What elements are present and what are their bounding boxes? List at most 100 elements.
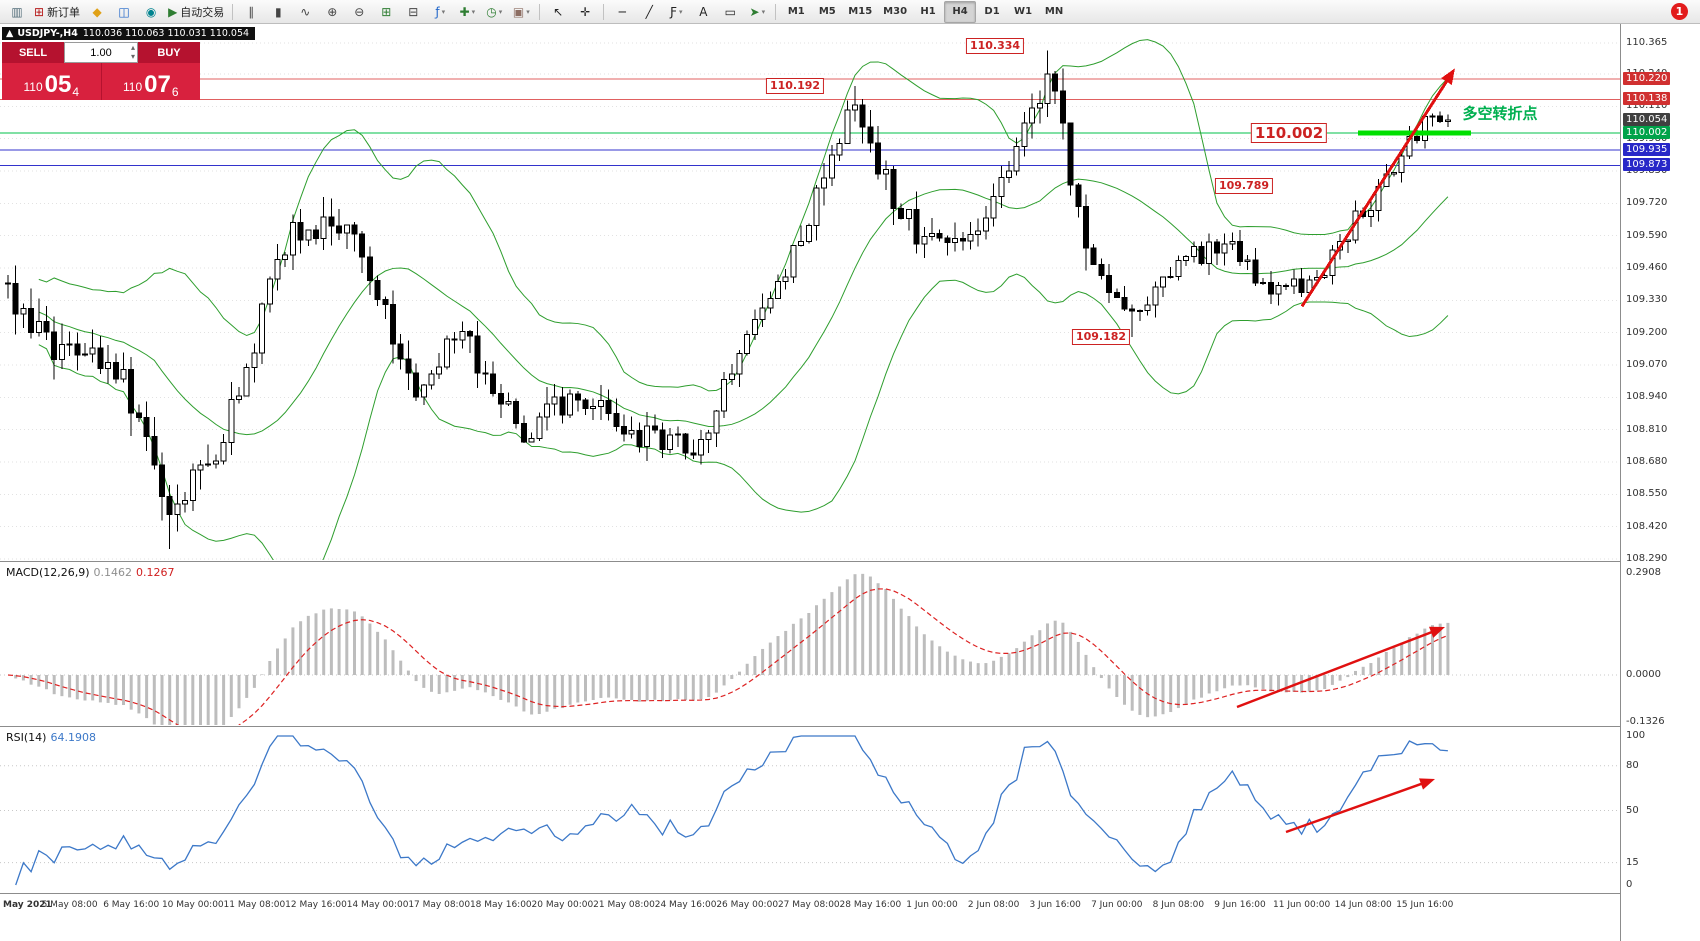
tf-h1[interactable]: H1 — [920, 6, 936, 17]
panel-separator[interactable] — [0, 561, 1700, 562]
market-watch-icon-glyph: ◫ — [118, 4, 130, 19]
date-tick: 26 May 00:00 — [716, 900, 779, 910]
sell-price[interactable]: 110 05 4 — [2, 63, 101, 100]
toolbar: ▥ ⊞ 新订单 ◆ ◫ ◉ ▶ 自动交易 ∥ ▮ ∿ ⊕ ⊖ ⊞ ⊟ ƒ ▾ ✚ ▾ ◷ ▾ ▣ ▾ ↖ ✛ ─ ╱ Ƒ ▾ A ▭ ➤ ▾ M1… — [0, 0, 1700, 24]
buy-price[interactable]: 110 07 6 — [100, 63, 201, 100]
tf-m1[interactable]: M1 — [787, 6, 805, 17]
add-indicator-icon-glyph: ✚ — [459, 4, 470, 19]
date-tick: 14 Jun 08:00 — [1334, 900, 1392, 910]
line-chart-icon-glyph: ∿ — [300, 4, 311, 19]
toolbar-separator — [603, 3, 605, 20]
templates-icon[interactable]: ▣ ▾ — [508, 2, 534, 22]
sell-price-big: 05 — [44, 71, 72, 98]
periods-icon[interactable]: ◷ ▾ — [481, 2, 507, 22]
toolbar-separator — [539, 3, 541, 20]
rsi-value: 64.1908 — [50, 731, 96, 744]
macd-plot[interactable] — [0, 563, 1620, 725]
buy-button[interactable]: BUY — [138, 42, 200, 63]
price-tick: 108.940 — [1626, 391, 1668, 403]
tf-h4[interactable]: H4 — [944, 0, 977, 23]
add-indicator-icon[interactable]: ✚ ▾ — [454, 2, 480, 22]
date-tick: 12 May 16:00 — [285, 900, 347, 910]
zoom-out-icon[interactable]: ⊖ — [346, 2, 372, 22]
date-tick: 2 Jun 08:00 — [967, 900, 1020, 910]
sell-button[interactable]: SELL — [2, 42, 64, 63]
tf-m15[interactable]: M15 — [848, 6, 873, 17]
main-chart-plot[interactable] — [0, 24, 1620, 560]
shapes-icon[interactable]: ➤ ▾ — [744, 2, 770, 22]
crosshair-icon-glyph: ✛ — [580, 4, 591, 19]
buy-price-prefix: 110 — [122, 80, 143, 94]
price-tick: 108.550 — [1626, 488, 1668, 500]
periods-icon-glyph: ◷ — [486, 4, 497, 19]
zoom-in-icon[interactable]: ⊕ — [319, 2, 345, 22]
rsi-label: RSI(14) 64.1908 — [6, 731, 96, 744]
price-tick: 109.590 — [1626, 229, 1668, 241]
date-tick: 24 May 16:00 — [654, 900, 717, 910]
new-order-glyph: ⊞ — [34, 4, 45, 19]
bar-chart-icon[interactable]: ∥ — [238, 2, 264, 22]
caret-down-icon: ▾ — [761, 7, 766, 16]
cascade-windows-icon[interactable]: ⊟ — [400, 2, 426, 22]
panel-separator[interactable] — [0, 726, 1700, 727]
cursor-icon[interactable]: ↖ — [545, 2, 571, 22]
profiles-icon[interactable]: ◆ — [84, 2, 110, 22]
price-axis[interactable]: 110.365110.240110.110109.980109.850109.7… — [1620, 24, 1700, 941]
date-tick: 10 May 00:00 — [161, 900, 224, 910]
date-tick: 27 May 08:00 — [777, 900, 840, 910]
community-icon[interactable]: ◉ — [138, 2, 164, 22]
caret-down-icon: ▾ — [471, 7, 476, 16]
line-chart-icon[interactable]: ∿ — [292, 2, 318, 22]
chart-window-icon-glyph: ▥ — [11, 4, 23, 19]
price-tick: 109.330 — [1626, 294, 1668, 306]
date-tick: 11 May 08:00 — [223, 900, 286, 910]
market-watch-icon[interactable]: ◫ — [111, 2, 137, 22]
candlestick-chart-icon-glyph: ▮ — [274, 4, 282, 19]
price-badge: 109.935 — [1623, 142, 1671, 156]
cascade-windows-icon-glyph: ⊟ — [408, 4, 419, 19]
tf-mn[interactable]: MN — [1044, 6, 1064, 17]
tf-m5[interactable]: M5 — [818, 6, 836, 17]
indicators-list-icon[interactable]: ƒ ▾ — [427, 2, 453, 22]
tile-windows-icon[interactable]: ⊞ — [373, 2, 399, 22]
tf-w1[interactable]: W1 — [1014, 6, 1033, 17]
candlestick-chart-icon[interactable]: ▮ — [265, 2, 291, 22]
price-tick: 108.680 — [1626, 455, 1668, 467]
community-icon-glyph: ◉ — [145, 4, 157, 19]
collapse-arrow-icon[interactable]: ▲ — [6, 28, 14, 39]
text-icon-glyph: A — [699, 4, 708, 19]
text-icon[interactable]: A — [690, 2, 716, 22]
crosshair-icon[interactable]: ✛ — [572, 2, 598, 22]
chart-title: ▲ USDJPY-,H4 110.036 110.063 110.031 110.0… — [2, 27, 256, 40]
date-tick: 18 May 16:00 — [469, 900, 532, 910]
tf-m30[interactable]: M30 — [883, 6, 908, 17]
time-axis[interactable]: May 2021 5 May 08:00 6 May 16:00 10 May 00:… — [0, 895, 1620, 918]
panel-separator[interactable] — [0, 893, 1700, 894]
fibonacci-icon[interactable]: Ƒ ▾ — [663, 2, 689, 22]
volume-up-icon[interactable]: ▴ — [130, 43, 135, 52]
volume-input[interactable]: 1.00 ▴ ▾ — [64, 42, 138, 63]
macd-label: MACD(12,26,9) 0.1462 0.1267 — [6, 566, 175, 579]
label-icon[interactable]: ▭ — [717, 2, 743, 22]
buy-price-sup: 6 — [171, 85, 179, 99]
caret-down-icon: ▾ — [526, 7, 530, 16]
trendline-icon[interactable]: ╱ — [636, 2, 662, 22]
rsi-plot[interactable] — [0, 728, 1620, 893]
notification-badge[interactable]: 1 — [1671, 3, 1688, 20]
volume-steppers[interactable]: ▴ ▾ — [131, 43, 135, 61]
zoom-in-icon-glyph: ⊕ — [327, 4, 338, 19]
price-badge: 109.873 — [1623, 158, 1671, 172]
macd-tick: -0.1326 — [1626, 715, 1665, 727]
price-tick: 109.460 — [1626, 261, 1668, 273]
new-order-button[interactable]: ⊞ 新订单 — [31, 2, 83, 22]
volume-down-icon[interactable]: ▾ — [130, 52, 135, 61]
candles — [5, 50, 1451, 550]
price-badge: 110.220 — [1623, 71, 1671, 85]
autotrading-button[interactable]: ▶ 自动交易 — [165, 2, 227, 22]
tf-d1[interactable]: D1 — [984, 6, 1000, 17]
chart-window-icon[interactable]: ▥ — [4, 2, 30, 22]
profiles-icon-glyph: ◆ — [92, 4, 102, 19]
autotrading-glyph: ▶ — [168, 4, 178, 19]
price-tick: 110.110 — [1626, 100, 1668, 112]
horizontal-line-icon[interactable]: ─ — [609, 2, 635, 22]
